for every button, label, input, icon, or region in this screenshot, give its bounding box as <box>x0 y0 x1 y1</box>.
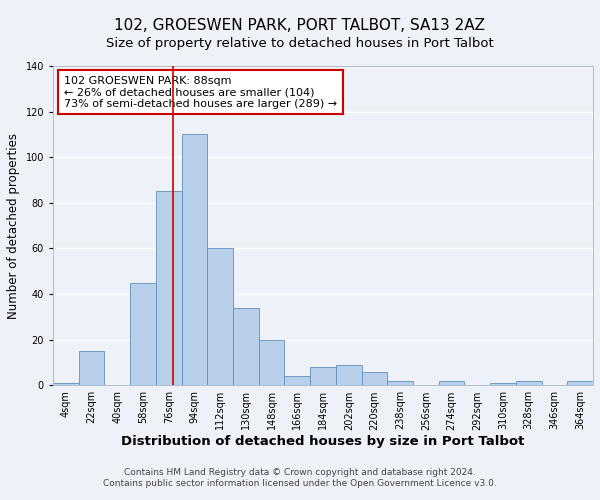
Text: Size of property relative to detached houses in Port Talbot: Size of property relative to detached ho… <box>106 38 494 51</box>
Bar <box>182 134 208 386</box>
Bar <box>439 380 464 386</box>
Bar <box>233 308 259 386</box>
Bar <box>336 364 362 386</box>
Bar <box>79 351 104 386</box>
Y-axis label: Number of detached properties: Number of detached properties <box>7 132 20 318</box>
Text: Contains HM Land Registry data © Crown copyright and database right 2024.
Contai: Contains HM Land Registry data © Crown c… <box>103 468 497 487</box>
X-axis label: Distribution of detached houses by size in Port Talbot: Distribution of detached houses by size … <box>121 435 525 448</box>
Bar <box>208 248 233 386</box>
Bar <box>568 380 593 386</box>
Bar <box>490 383 516 386</box>
Text: 102, GROESWEN PARK, PORT TALBOT, SA13 2AZ: 102, GROESWEN PARK, PORT TALBOT, SA13 2A… <box>115 18 485 32</box>
Bar <box>310 367 336 386</box>
Bar <box>130 282 156 386</box>
Bar <box>259 340 284 386</box>
Text: 102 GROESWEN PARK: 88sqm
← 26% of detached houses are smaller (104)
73% of semi-: 102 GROESWEN PARK: 88sqm ← 26% of detach… <box>64 76 337 108</box>
Bar <box>362 372 388 386</box>
Bar <box>388 380 413 386</box>
Bar <box>284 376 310 386</box>
Bar <box>516 380 542 386</box>
Bar <box>53 383 79 386</box>
Bar <box>156 192 182 386</box>
